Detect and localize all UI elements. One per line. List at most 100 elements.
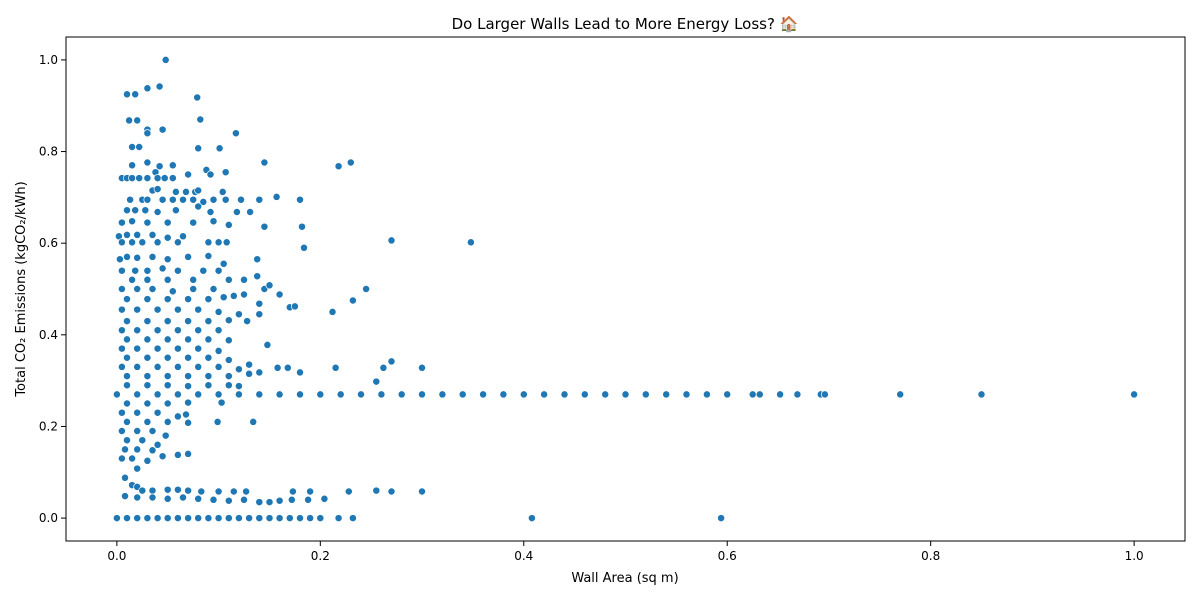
scatter-point	[209, 285, 218, 293]
scatter-point	[372, 486, 381, 495]
scatter-point	[1130, 390, 1139, 399]
scatter-point	[229, 487, 238, 496]
scatter-point	[173, 514, 182, 523]
scatter-point	[184, 418, 193, 427]
y-axis-label: Total CO₂ Emissions (kgCO₂/kWh)	[14, 181, 29, 397]
scatter-point	[348, 514, 357, 523]
scatter-point	[246, 208, 255, 216]
scatter-point	[184, 398, 193, 407]
scatter-point	[194, 326, 203, 335]
scatter-point	[387, 357, 396, 366]
scatter-point	[204, 252, 213, 260]
scatter-point	[184, 382, 193, 391]
scatter-point	[194, 362, 203, 371]
scatter-point	[362, 285, 371, 293]
scatter-point	[123, 381, 131, 390]
scatter-point	[499, 390, 508, 399]
scatter-point	[123, 335, 131, 344]
scatter-point	[519, 390, 528, 399]
scatter-point	[133, 285, 142, 293]
scatter-point	[263, 340, 272, 349]
x-tick-label: 0.4	[514, 549, 533, 563]
scatter-point	[234, 310, 243, 319]
scatter-point	[125, 116, 134, 125]
scatter-point	[290, 302, 299, 311]
scatter-point	[117, 454, 126, 463]
scatter-point	[123, 399, 131, 408]
scatter-point	[194, 186, 203, 195]
scatter-point	[418, 363, 426, 372]
scatter-point	[755, 390, 764, 399]
scatter-point	[133, 253, 142, 262]
scatter-point	[224, 275, 233, 284]
scatter-point	[275, 514, 284, 523]
scatter-point	[184, 170, 193, 179]
chart-title: Do Larger Walls Lead to More Energy Loss…	[452, 15, 799, 33]
scatter-point	[143, 372, 152, 381]
scatter-point	[527, 514, 536, 523]
scatter-point	[204, 353, 213, 362]
scatter-point	[231, 129, 240, 138]
scatter-point	[117, 218, 126, 227]
scatter-point	[387, 236, 396, 245]
scatter-point	[117, 285, 126, 293]
scatter-point	[123, 230, 131, 239]
scatter-point	[702, 390, 711, 399]
scatter-point	[148, 486, 157, 495]
y-tick-label: 0.6	[39, 236, 58, 250]
scatter-point	[204, 295, 213, 304]
scatter-point	[133, 362, 142, 371]
scatter-point	[143, 218, 152, 227]
data-points	[112, 55, 1139, 523]
scatter-point	[128, 454, 137, 463]
scatter-point	[194, 202, 203, 211]
scatter-point	[296, 368, 304, 377]
scatter-point	[173, 238, 182, 247]
scatter-point	[163, 295, 172, 304]
scatter-point	[234, 390, 243, 399]
scatter-point	[133, 116, 142, 125]
scatter-point	[153, 305, 162, 314]
scatter-point	[275, 496, 284, 505]
scatter-point	[173, 326, 182, 335]
scatter-point	[662, 390, 671, 399]
plot-frame	[65, 36, 1186, 542]
scatter-point	[133, 390, 142, 399]
scatter-point	[143, 353, 152, 362]
scatter-point	[131, 90, 140, 99]
scatter-point	[143, 335, 152, 344]
scatter-point	[123, 252, 131, 261]
scatter-point	[224, 381, 233, 390]
scatter-point	[143, 417, 152, 426]
scatter-point	[117, 326, 126, 335]
scatter-point	[128, 161, 137, 170]
scatter-point	[133, 514, 142, 523]
scatter-point	[209, 195, 218, 204]
scatter-point	[173, 485, 182, 494]
scatter-point	[133, 464, 142, 473]
scatter-point	[776, 390, 785, 399]
scatter-point	[285, 514, 294, 523]
scatter-point	[148, 493, 157, 502]
scatter-point	[346, 158, 355, 167]
x-axis-ticks: 0.0 0.2 0.4 0.6 0.8 1.0	[107, 541, 1144, 563]
x-axis-label: Wall Area (sq m)	[571, 571, 678, 586]
x-tick-label: 0.2	[311, 549, 330, 563]
scatter-point	[219, 293, 228, 302]
scatter-point	[224, 220, 233, 229]
scatter-point	[224, 316, 233, 325]
scatter-point	[143, 129, 152, 138]
x-tick-label: 0.8	[921, 549, 940, 563]
scatter-point	[123, 372, 131, 381]
scatter-point	[265, 281, 274, 290]
scatter-point	[123, 514, 131, 523]
scatter-point	[221, 195, 230, 204]
scatter-point	[466, 238, 475, 247]
scatter-point	[215, 144, 224, 153]
scatter-point	[234, 382, 243, 391]
scatter-point	[283, 363, 292, 372]
scatter-point	[168, 195, 177, 204]
scatter-point	[273, 363, 282, 372]
scatter-point	[304, 495, 313, 504]
scatter-point	[163, 514, 172, 523]
